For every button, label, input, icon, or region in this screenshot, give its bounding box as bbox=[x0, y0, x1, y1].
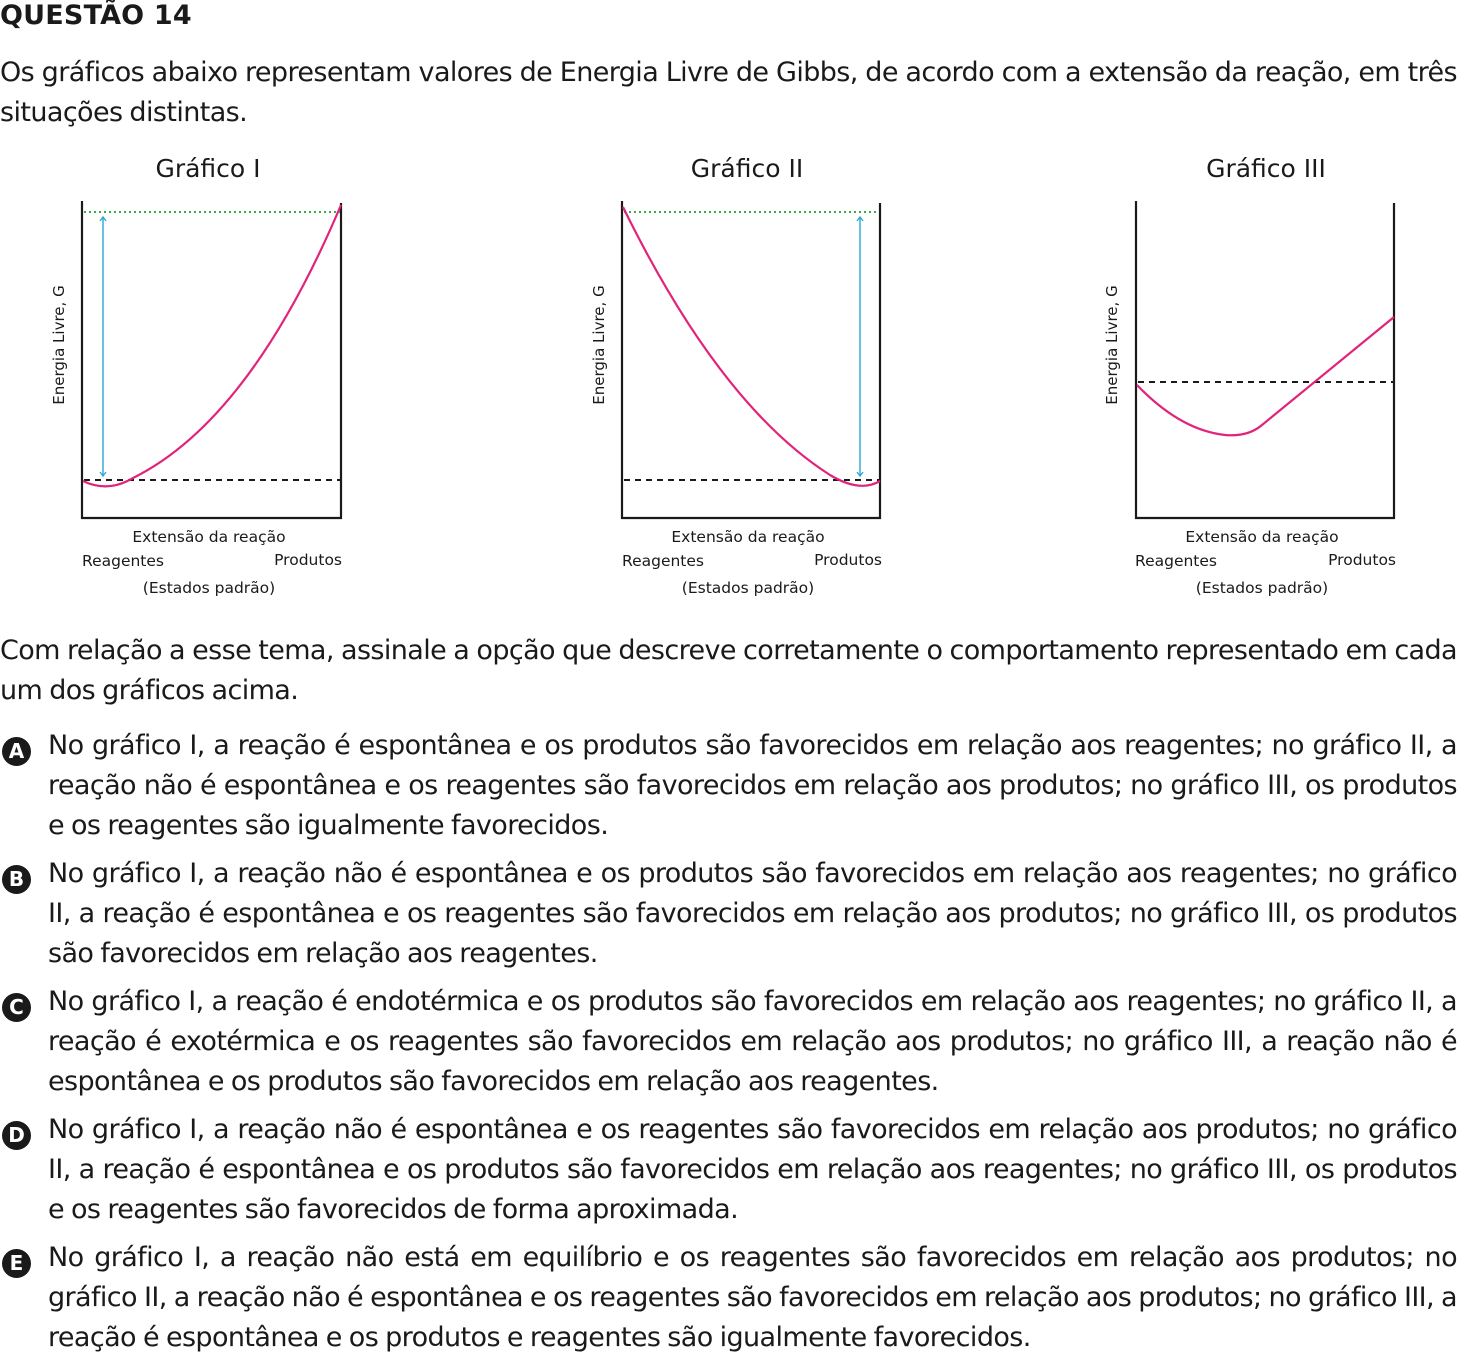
graph-3-ylabel: Energia Livre, G bbox=[1103, 285, 1121, 404]
graph-1-title: Gráfico I bbox=[155, 154, 260, 183]
graph-3-reagentes-label: Reagentes bbox=[1135, 552, 1217, 570]
graph-2-curve bbox=[622, 206, 881, 487]
graph-1-sublabel: (Estados padrão) bbox=[143, 579, 275, 597]
graphs-area: Gráfico I Energia Livre, G Extensão da r… bbox=[0, 145, 1457, 615]
graph-1-ylabel: Energia Livre, G bbox=[50, 285, 68, 404]
graph-3-xlabel: Extensão da reação bbox=[1185, 528, 1338, 546]
graph-1-axes bbox=[80, 201, 343, 520]
graph-1-produtos-label: Produtos bbox=[274, 551, 342, 569]
option-e-letter-badge: E bbox=[2, 1249, 31, 1278]
option-a-text: No gráfico I, a reação é espontânea e os… bbox=[48, 730, 1457, 841]
graph-3-produtos-label: Produtos bbox=[1328, 551, 1396, 569]
graph-3-title: Gráfico III bbox=[1206, 154, 1326, 183]
option-d-text: No gráfico I, a reação não é espontânea … bbox=[48, 1114, 1457, 1225]
graph-1: Gráfico I Energia Livre, G Extensão da r… bbox=[50, 154, 343, 597]
graph-2-reagentes-label: Reagentes bbox=[622, 552, 704, 570]
graph-3-axes bbox=[1134, 201, 1396, 520]
gibbs-graphs-figure: Gráfico I Energia Livre, G Extensão da r… bbox=[50, 154, 1396, 597]
graph-2-sublabel: (Estados padrão) bbox=[682, 579, 814, 597]
graph-2: Gráfico II Energia Livre, G Extensão da … bbox=[590, 154, 882, 597]
graph-2-title: Gráfico II bbox=[691, 154, 803, 183]
graph-1-curve bbox=[82, 204, 343, 488]
graph-2-xlabel: Extensão da reação bbox=[671, 528, 824, 546]
option-b-letter-badge: B bbox=[2, 865, 31, 894]
option-c-text: No gráfico I, a reação é endotérmica e o… bbox=[48, 986, 1457, 1097]
option-a-letter-badge: A bbox=[2, 737, 31, 766]
graph-3: Gráfico III Energia Livre, G Extensão da… bbox=[1103, 154, 1396, 597]
graph-1-reagentes-label: Reagentes bbox=[82, 552, 164, 570]
option-d-letter-badge: D bbox=[2, 1121, 31, 1150]
graph-3-sublabel: (Estados padrão) bbox=[1196, 579, 1328, 597]
option-b-text: No gráfico I, a reação não é espontânea … bbox=[48, 858, 1457, 969]
option-c-letter-badge: C bbox=[2, 993, 31, 1022]
question-prompt: Com relação a esse tema, assinale a opçã… bbox=[0, 635, 1457, 706]
graph-2-axes bbox=[620, 201, 882, 520]
graph-3-curve bbox=[1136, 316, 1395, 437]
question-intro: Os gráficos abaixo representam valores d… bbox=[0, 57, 1457, 128]
graph-1-xlabel: Extensão da reação bbox=[132, 528, 285, 546]
option-e-text: No gráfico I, a reação não está em equil… bbox=[48, 1242, 1457, 1353]
question-title: QUESTÃO 14 bbox=[0, 0, 192, 31]
graph-2-produtos-label: Produtos bbox=[814, 551, 882, 569]
graph-2-ylabel: Energia Livre, G bbox=[590, 285, 608, 404]
